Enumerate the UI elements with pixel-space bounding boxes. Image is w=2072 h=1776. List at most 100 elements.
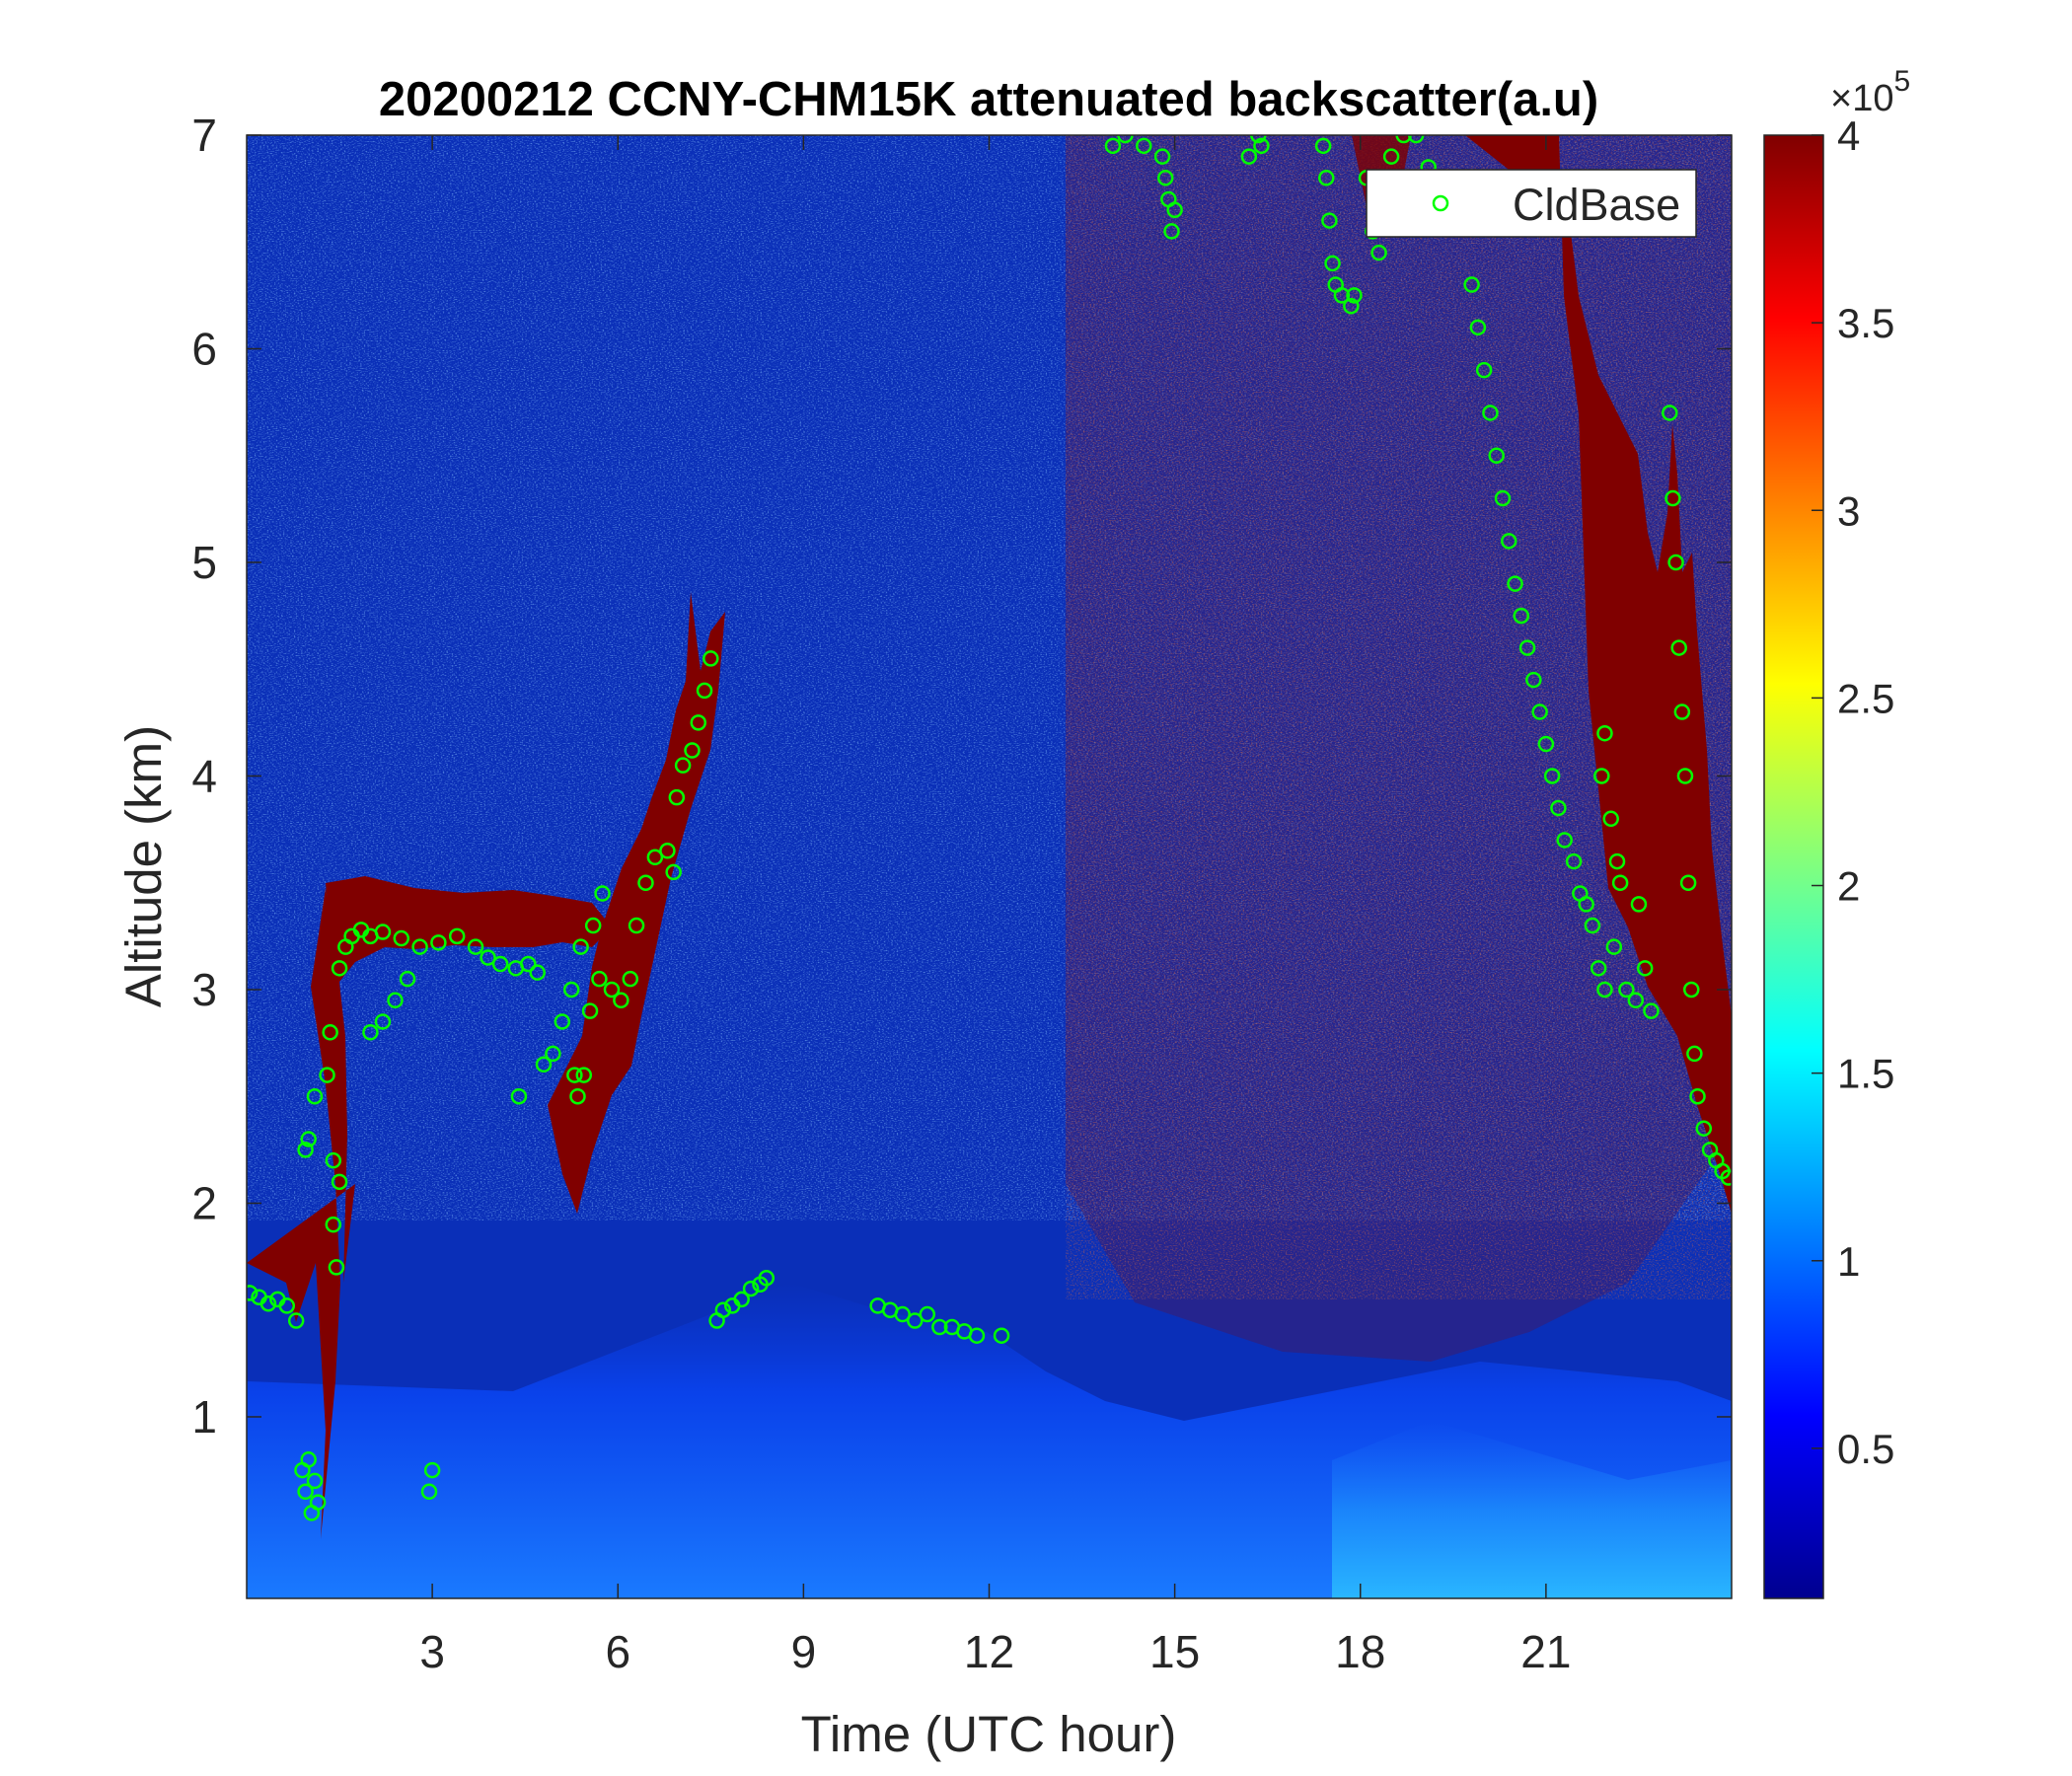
- cldbase-point: [1686, 1045, 1703, 1063]
- y-tick-label: 7: [191, 110, 217, 161]
- cldbase-point: [1314, 137, 1332, 155]
- cldbase-point: [423, 1461, 441, 1479]
- cldbase-point: [714, 1301, 732, 1318]
- colorbar-tick-label: 0.5: [1837, 1426, 1894, 1472]
- cldbase-point: [420, 1483, 438, 1501]
- cldbase-point: [1324, 255, 1341, 272]
- cldbase-point: [1382, 148, 1400, 165]
- colorbar-tick-label: 3.5: [1837, 300, 1894, 346]
- x-axis-label: Time (UTC hour): [801, 1706, 1177, 1762]
- cldbase-point: [758, 1270, 775, 1287]
- legend-box: [1366, 169, 1697, 238]
- cldbase-point: [259, 1295, 277, 1312]
- colorbar-tick-label: 1.5: [1837, 1051, 1894, 1097]
- cldbase-point: [309, 1494, 327, 1511]
- colorbar-tick-label: 3: [1837, 487, 1860, 534]
- cldbase-point: [591, 970, 608, 988]
- cldbase-point: [1104, 137, 1122, 155]
- cldbase-point: [581, 1002, 599, 1019]
- cldbase-point: [993, 1327, 1010, 1344]
- cldbase-point: [1370, 244, 1387, 261]
- x-tick-label: 15: [1149, 1626, 1200, 1677]
- cldbase-point: [594, 885, 611, 902]
- cldbase-point: [1346, 287, 1363, 304]
- cldbase-point: [1679, 874, 1697, 891]
- x-tick-label: 12: [964, 1626, 1014, 1677]
- cldbase-point: [331, 1173, 348, 1191]
- y-tick-label: 5: [191, 537, 217, 588]
- cldbase-point: [399, 970, 416, 988]
- cloud-layer-rising: [548, 592, 725, 1214]
- cldbase-point: [1501, 533, 1517, 550]
- y-tick-label: 1: [191, 1391, 217, 1443]
- cldbase-point: [646, 849, 664, 866]
- cldbase-point: [1163, 223, 1180, 240]
- cldbase-point: [510, 1087, 528, 1105]
- cldbase-point: [1395, 135, 1412, 144]
- cldbase-point: [1531, 703, 1548, 720]
- cldbase-point: [1469, 319, 1487, 336]
- cldbase-point: [535, 1056, 553, 1073]
- cldbase-point: [297, 1142, 314, 1158]
- y-tick-label: 6: [191, 323, 217, 374]
- cldbase-point: [1662, 405, 1678, 421]
- cldbase-point: [300, 1451, 317, 1468]
- cldbase-point: [306, 1472, 324, 1490]
- cldbase-point: [696, 682, 713, 700]
- cldbase-point: [467, 938, 484, 955]
- cldbase-point: [1463, 276, 1480, 293]
- cldbase-point: [1253, 137, 1270, 155]
- cldbase-point: [448, 927, 466, 945]
- cldbase-point: [1602, 810, 1619, 828]
- legend-label: CldBase: [1513, 180, 1680, 230]
- cldbase-point: [1117, 135, 1134, 144]
- cldbase-point: [1578, 896, 1594, 913]
- aerosol-layer-bright: [1332, 1421, 1732, 1598]
- cldbase-point: [1475, 361, 1493, 379]
- cldbase-point: [742, 1280, 760, 1297]
- colorbar-exponent-power: 5: [1893, 65, 1910, 98]
- cldbase-point: [1156, 170, 1174, 186]
- cldbase-point: [1240, 148, 1258, 165]
- cldbase-point: [1494, 489, 1512, 507]
- cldbase-point: [1608, 852, 1626, 870]
- cldbase-point: [387, 992, 404, 1009]
- cldbase-point: [622, 970, 639, 988]
- colorbar-exponent-prefix: ×10: [1830, 78, 1893, 119]
- cldbase-point: [362, 1024, 379, 1041]
- y-tick-label: 4: [191, 750, 217, 801]
- cldbase-point: [300, 1131, 317, 1147]
- x-axis: 3 6 9 12 15 18 21: [419, 135, 1571, 1677]
- cldbase-point: [480, 949, 496, 966]
- cldbase-point: [491, 955, 509, 973]
- cldbase-point: [1556, 832, 1573, 849]
- cldbase-point: [545, 1045, 561, 1063]
- cldbase-markers: [247, 135, 1732, 1521]
- cldbase-point: [733, 1291, 750, 1308]
- colorbar-gradient: [1763, 134, 1824, 1599]
- colorbar: 0.5 1 1.5 2 2.5 3 3.5 4 ×105: [1763, 65, 1910, 1599]
- cldbase-point: [1596, 981, 1613, 999]
- cldbase-point: [907, 1312, 924, 1329]
- cldbase-point: [1250, 135, 1267, 144]
- y-axis-label: Altitude (km): [115, 725, 172, 1007]
- cldbase-point: [278, 1297, 296, 1314]
- cldbase-point: [331, 960, 348, 977]
- cldbase-point: [1611, 874, 1629, 891]
- cldbase-point: [968, 1327, 986, 1344]
- cldbase-point: [319, 1067, 335, 1083]
- cldbase-point: [1518, 639, 1536, 656]
- cldbase-point: [1318, 170, 1335, 186]
- legend: CldBase: [1366, 169, 1697, 238]
- cldbase-point: [529, 964, 546, 981]
- cldbase-point: [684, 742, 701, 759]
- x-tick-label: 9: [791, 1626, 817, 1677]
- cldbase-point: [1565, 852, 1583, 870]
- cldbase-point: [613, 992, 629, 1009]
- cldbase-point: [411, 938, 428, 955]
- cldbase-point: [665, 863, 682, 881]
- cldbase-point: [1667, 554, 1684, 571]
- cldbase-point: [1630, 896, 1648, 913]
- cldbase-point: [1507, 575, 1523, 592]
- cldbase-point: [328, 1259, 345, 1276]
